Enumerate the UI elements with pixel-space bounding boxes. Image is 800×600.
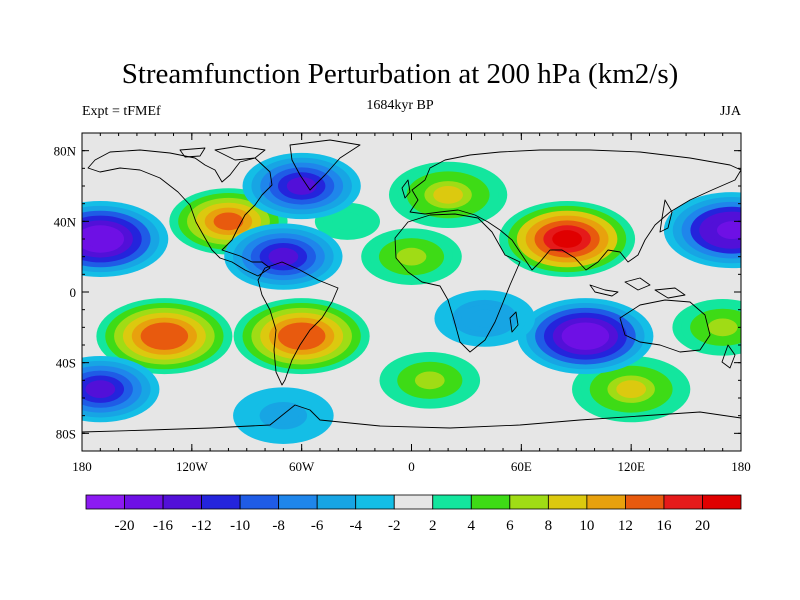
colorbar-box (124, 494, 164, 510)
colorbar-box (239, 494, 280, 510)
field-contour-indian-low (469, 309, 500, 328)
coastline-south-america (257, 261, 339, 386)
colorbar-label: -12 (192, 518, 212, 534)
colorbar-box (470, 494, 511, 510)
field-contour-north-pacific-low-east (716, 221, 741, 240)
y-tick-label: 80N (54, 144, 77, 159)
colorbar-label: 10 (579, 518, 594, 534)
colorbar-label: 2 (429, 518, 437, 534)
colorbar-label: -2 (388, 518, 401, 534)
colorbar-box (702, 494, 742, 510)
colorbar-box (625, 494, 665, 510)
colorbar-box (162, 494, 202, 510)
colorbar-box (85, 494, 125, 510)
colorbar-label: 4 (468, 518, 476, 534)
colorbar-box (547, 494, 588, 510)
season-label: JJA (719, 104, 741, 119)
x-tick-label: 120W (176, 459, 209, 474)
colorbar-box (586, 494, 626, 510)
x-tick-label: 180 (72, 459, 92, 474)
colorbar-box (393, 494, 434, 510)
colorbar-label: 6 (506, 518, 514, 534)
y-tick-label: 40S (56, 356, 76, 371)
field-contour-north-pacific-low (85, 230, 116, 248)
x-tick-label: 180 (731, 459, 751, 474)
field-contour-north-atlantic-high (332, 212, 363, 231)
experiment-label: Expt = tFMEf (82, 104, 161, 119)
colorbar-label: -6 (311, 518, 324, 534)
field-contour-greenland-low (286, 177, 317, 195)
coastline-madagascar (509, 311, 519, 333)
coastlines (82, 139, 741, 433)
colorbar-box (509, 494, 549, 510)
x-tick-label: 60W (289, 459, 315, 474)
colorbar-box (201, 494, 241, 510)
field-contour-southern-indian-high (616, 380, 647, 399)
coastline-indonesia (589, 277, 686, 299)
colorbar-label: 12 (618, 518, 633, 534)
colorbar-label: -20 (115, 518, 135, 534)
coastline-arctic-islands (179, 145, 266, 161)
colorbar-box (355, 494, 395, 510)
field-contour-asia-high (552, 230, 582, 248)
coastline-eurasia (409, 149, 741, 271)
colorbar-box (316, 494, 357, 510)
field-contour-europe-high (433, 185, 463, 204)
field-contour-north-africa-high (396, 247, 427, 266)
field-contour-south-atlantic-high (414, 371, 445, 390)
coastline-africa (394, 213, 521, 353)
y-tick-label: 80S (56, 426, 76, 441)
colorbar-label: 20 (695, 518, 710, 534)
map-axes: 180 120W 60W 0 60E 120E 180 80N 40N 0 40S 80S (54, 132, 751, 474)
coastline-japan (659, 199, 673, 233)
field-contour-south-pacific-high (149, 327, 180, 346)
field-contour-west-pacific-high (707, 318, 738, 337)
x-tick-label: 120E (617, 459, 645, 474)
field-contour-north-america-high (213, 212, 244, 231)
x-tick-label: 0 (408, 459, 415, 474)
field-contour-southeast-pacific-low (85, 380, 116, 399)
time-label: 1684kyr BP (366, 98, 434, 113)
coastline-greenland (289, 139, 361, 191)
plot-title: Streamfunction Perturbation at 200 hPa (… (121, 58, 679, 90)
coastline-antarctica (82, 404, 741, 433)
field-contour-caribbean-low (268, 247, 299, 266)
y-tick-label: 40N (54, 214, 77, 229)
y-tick-label: 0 (70, 285, 77, 300)
colorbar-label: -4 (349, 518, 362, 534)
x-tick-label: 60E (511, 459, 532, 474)
colorbar-label: -8 (272, 518, 285, 534)
field-contour-australia-low (570, 327, 601, 346)
colorbar-box (432, 494, 472, 510)
colorbar-label: -10 (230, 518, 250, 534)
field-contour-antarctic-low (268, 406, 299, 425)
coastline-british-isles (401, 179, 411, 199)
coastline-australia (619, 299, 711, 353)
coastline-north-america (87, 149, 273, 277)
colorbar-label: 8 (545, 518, 553, 534)
colorbar-box (278, 494, 318, 510)
colorbar-label: -16 (153, 518, 173, 534)
colorbar-label: 16 (656, 518, 672, 534)
coastline-new-zealand (721, 344, 736, 369)
colorbar: -20 -16 -12 -10 -8 -6 -4 -2 2 4 6 8 10 12 16 20 (85, 494, 742, 534)
colorbar-box (663, 494, 703, 510)
